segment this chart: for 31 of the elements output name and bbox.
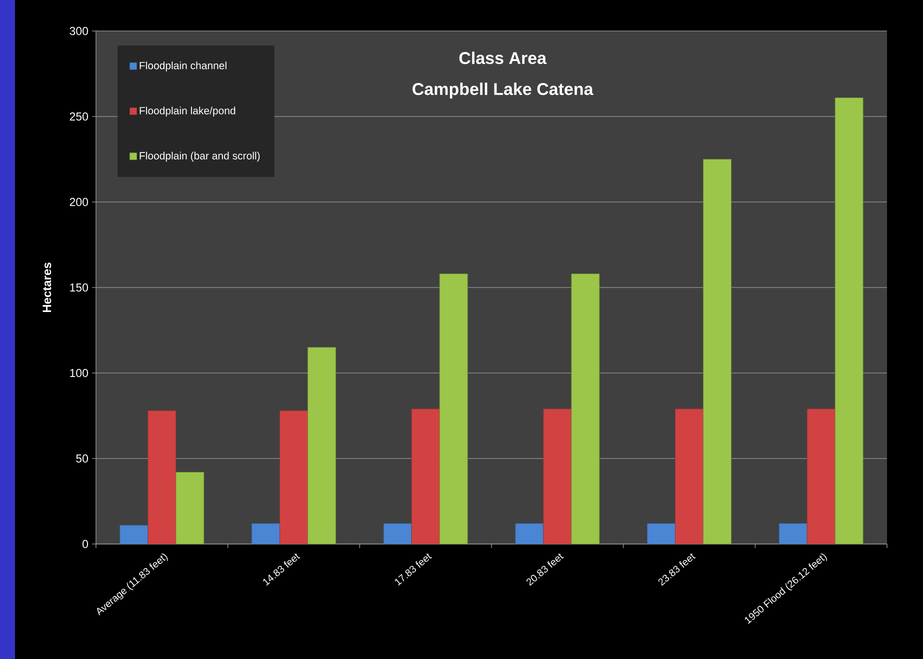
text: Class Area	[459, 52, 547, 64]
bar	[148, 410, 176, 544]
legend-label: Floodplain (bar and scroll)	[140, 152, 260, 162]
bar	[675, 408, 704, 544]
y-tick-label: 0	[82, 540, 88, 548]
y-axis-title: Hectares	[42, 262, 52, 312]
bar	[280, 410, 308, 544]
y-tick-label: 150	[70, 283, 88, 292]
bar	[120, 524, 148, 544]
y-tick-label: 250	[70, 112, 88, 121]
bar	[515, 523, 544, 544]
bar	[543, 408, 572, 544]
bar	[806, 408, 836, 544]
bar	[176, 472, 204, 544]
bar	[439, 274, 468, 544]
bar	[411, 408, 440, 544]
bar	[308, 347, 336, 544]
legend-label: Floodplain lake/pond	[140, 106, 236, 116]
legend-label: Floodplain channel	[140, 62, 226, 72]
bar	[383, 523, 412, 544]
bar	[703, 159, 732, 544]
y-tick-label: 50	[76, 454, 88, 463]
y-tick-label: 300	[70, 26, 88, 36]
bar	[647, 523, 676, 544]
text: Campbell Lake Catena	[412, 82, 594, 98]
y-tick-label: 100	[70, 368, 88, 378]
bar	[252, 523, 280, 544]
bar	[571, 274, 600, 544]
bar	[834, 97, 864, 544]
bar	[778, 523, 808, 544]
y-tick-label: 200	[70, 198, 88, 206]
